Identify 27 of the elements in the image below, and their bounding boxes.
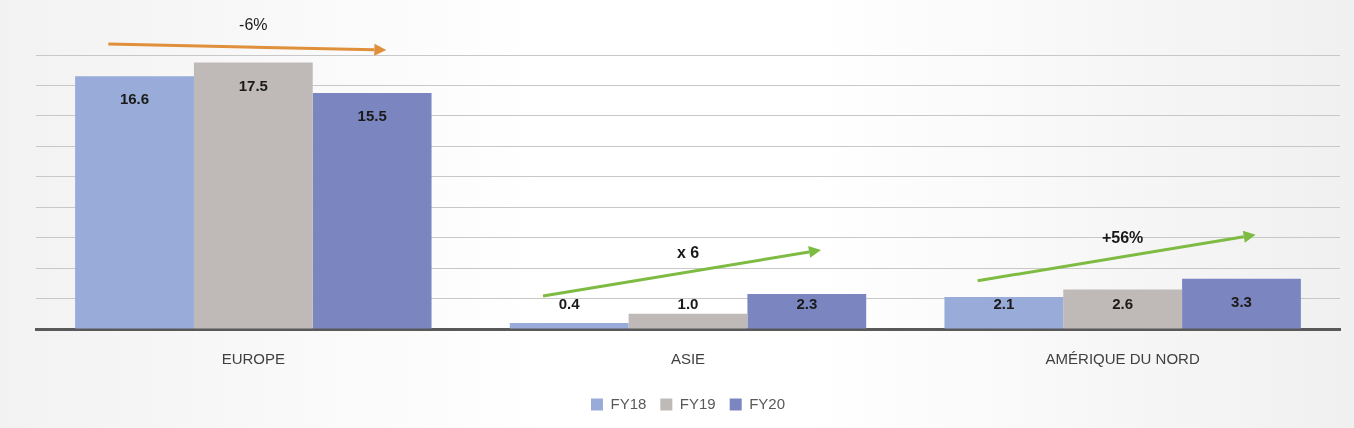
annotation: +56% (1101, 229, 1144, 247)
data-label: 1.0 (677, 295, 699, 313)
data-label: 16.6 (119, 90, 150, 108)
annotation: x 6 (676, 244, 700, 262)
data-label: 2.3 (796, 295, 818, 313)
bar (312, 93, 432, 329)
bar (747, 293, 867, 329)
x-tick-label: ASIE (670, 350, 706, 368)
data-label: 0.4 (558, 295, 581, 313)
x-tick-label: EUROPE (221, 350, 286, 368)
data-label: 15.5 (357, 107, 387, 125)
data-label: 17.5 (238, 76, 268, 94)
x-tick-label: AMÉRIQUE DU NORD (1045, 350, 1200, 368)
bar (944, 297, 1064, 329)
bar (509, 322, 629, 329)
data-label: 2.1 (993, 295, 1015, 313)
data-label: 2.6 (1112, 295, 1134, 313)
bar (1063, 289, 1183, 329)
bar (628, 313, 748, 329)
bar (1182, 278, 1301, 329)
data-label: 3.3 (1231, 292, 1252, 310)
bar (193, 62, 313, 329)
legend-label: FY19 (679, 394, 716, 412)
text: -6% (239, 16, 268, 34)
bar (75, 76, 194, 329)
legend-label: FY20 (749, 394, 786, 412)
legend-label: FY18 (610, 394, 647, 412)
